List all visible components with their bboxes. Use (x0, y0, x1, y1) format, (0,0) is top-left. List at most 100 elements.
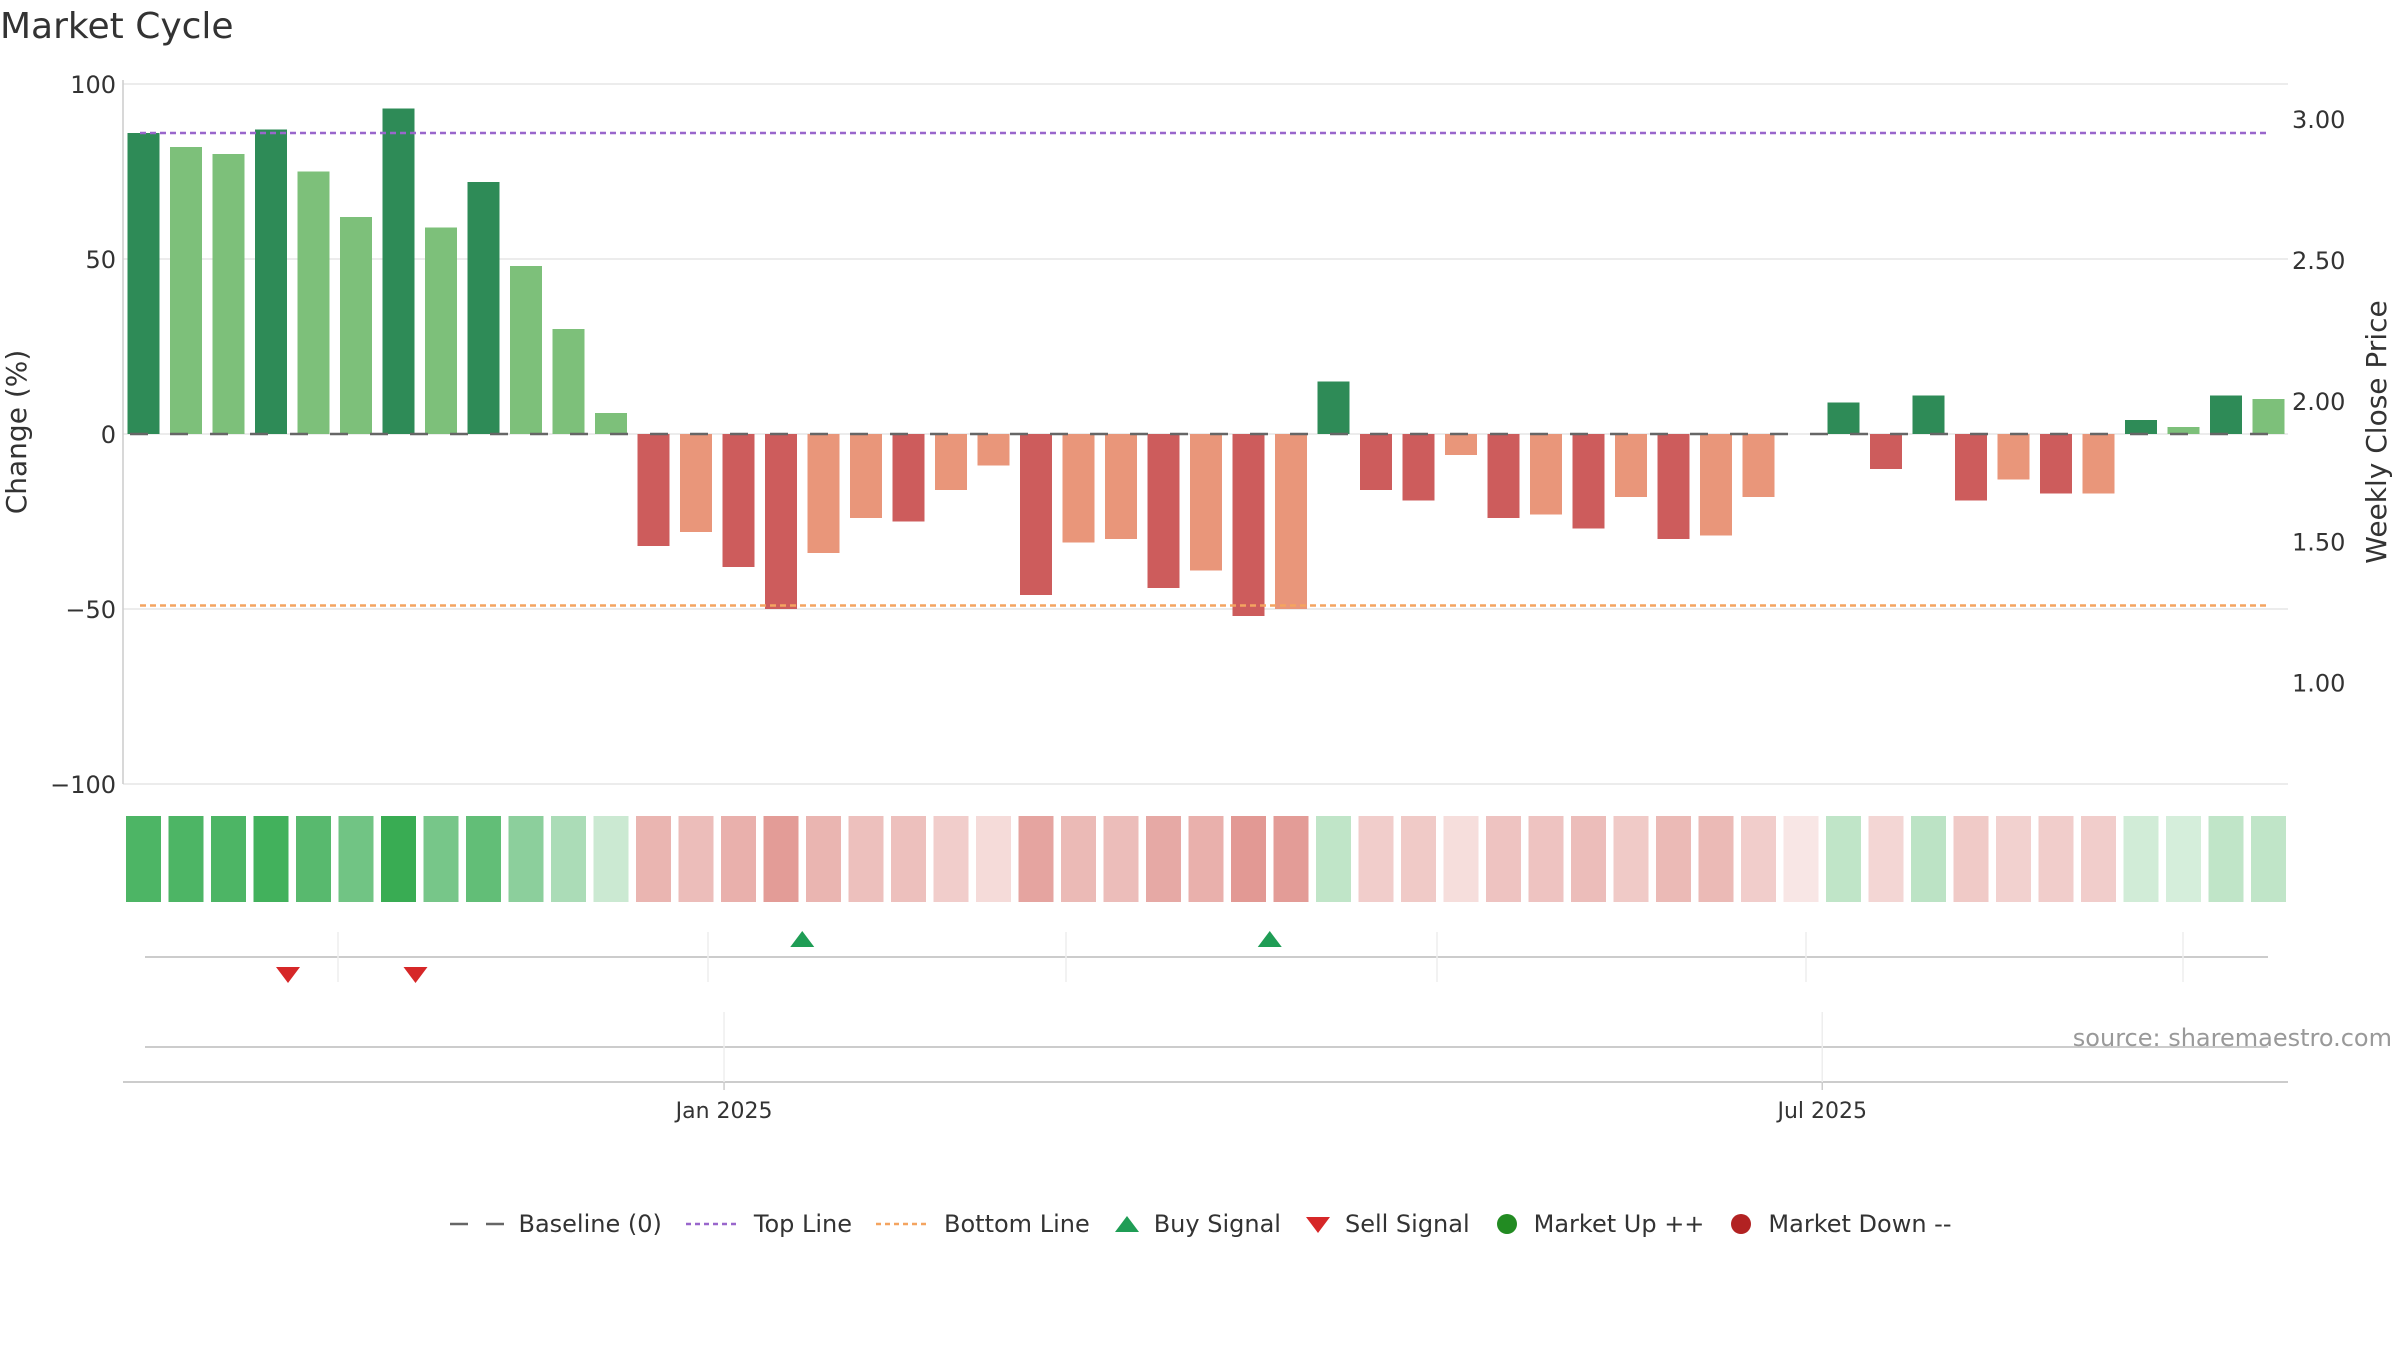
sell-signal-marker (403, 967, 428, 983)
heat-cell (1316, 816, 1351, 902)
bar (2082, 434, 2115, 494)
heat-cell (1018, 816, 1054, 902)
legend-item: Bottom Line (874, 1210, 1090, 1238)
legend-item: Buy Signal (1112, 1210, 1281, 1238)
y2-tick-label: 3.00 (2292, 106, 2345, 134)
y2-tick-label: 2.00 (2292, 388, 2345, 416)
heat-cell (1061, 816, 1096, 902)
heat-cell (381, 816, 416, 902)
heat-cell (1188, 816, 1224, 902)
heat-cell (1698, 816, 1734, 902)
y-tick-label: 100 (70, 71, 116, 99)
bar (680, 434, 712, 532)
legend-label: Bottom Line (944, 1210, 1090, 1238)
heat-cell (2038, 816, 2074, 902)
heat-cell (1443, 816, 1479, 902)
bar (510, 266, 542, 434)
bar (850, 434, 882, 518)
heat-cell (1103, 816, 1139, 902)
bar (2167, 427, 2200, 434)
bar (255, 129, 287, 434)
heat-cell (1953, 816, 1989, 902)
bar (297, 171, 330, 434)
y2-tick-label: 1.50 (2292, 529, 2345, 557)
legend-item: Market Up ++ (1492, 1210, 1705, 1238)
heat-cell (1401, 816, 1436, 902)
bar (1700, 434, 1732, 536)
bar (425, 227, 457, 434)
legend-swatch (450, 1222, 505, 1226)
legend-label: Sell Signal (1344, 1210, 1470, 1238)
legend-label: Market Down -- (1768, 1210, 1952, 1238)
heat-cell (848, 816, 884, 902)
bar (595, 413, 627, 434)
bar (382, 108, 415, 434)
sell-signal-marker (276, 967, 300, 983)
heat-cell (1528, 816, 1564, 902)
heat-cell (296, 816, 331, 902)
chart-title: Market Cycle (0, 6, 234, 47)
signal-panel (145, 931, 2268, 983)
heat-cell (253, 816, 289, 902)
bar (2040, 434, 2072, 494)
heat-cell (1656, 816, 1691, 902)
y-tick-label: 0 (101, 421, 116, 449)
heat-cell (976, 816, 1011, 902)
bar (1402, 434, 1435, 501)
legend-swatch (1305, 1217, 1330, 1233)
heat-cell (891, 816, 926, 902)
bar (2125, 420, 2157, 434)
bar (1062, 434, 1095, 543)
heat-cell (1911, 816, 1946, 902)
bar (1360, 434, 1392, 490)
bar (1955, 434, 1987, 501)
y-tick-label: 50 (85, 246, 116, 274)
bar (892, 434, 925, 522)
heat-cell (1571, 816, 1606, 902)
legend-swatch (1731, 1214, 1752, 1234)
legend-swatch (876, 1222, 931, 1226)
legend-swatch (685, 1222, 740, 1226)
bar (1487, 434, 1520, 518)
bar (340, 217, 372, 434)
bar (1997, 434, 2030, 480)
legend-item: Market Down -- (1726, 1210, 1952, 1238)
y2-tick-label: 2.50 (2292, 247, 2345, 275)
bar (1572, 434, 1605, 529)
legend: Baseline (0) Top Line Bottom Line Buy Signa… (0, 1210, 2400, 1238)
heat-cell (1741, 816, 1776, 902)
legend-label: Top Line (753, 1210, 853, 1238)
reference-lines (130, 131, 2285, 607)
heat-cell (126, 816, 161, 902)
heat-cell (721, 816, 756, 902)
legend-label: Market Up ++ (1533, 1210, 1705, 1238)
heat-cell (1996, 816, 2031, 902)
legend-label: Buy Signal (1153, 1210, 1281, 1238)
bar (765, 434, 797, 609)
legend-swatch (1496, 1214, 1517, 1234)
legend-label: Baseline (0) (518, 1210, 662, 1238)
heat-cell (933, 816, 969, 902)
heat-cell (168, 816, 204, 902)
buy-signal-marker (1257, 931, 1282, 947)
heat-cell (763, 816, 799, 902)
bar (1827, 402, 1860, 434)
heat-cell (678, 816, 714, 902)
heat-cell (2251, 816, 2286, 902)
legend-item: Sell Signal (1303, 1210, 1470, 1238)
bar (1445, 434, 1477, 455)
bar (127, 133, 160, 434)
bar (1232, 434, 1265, 616)
heat-cell (466, 816, 501, 902)
heat-strip (126, 816, 2286, 902)
bottom-panel: Jan 2025 Jul 2025 (123, 1012, 2288, 1124)
y-axis-label: Change (%) (0, 350, 33, 515)
heat-cell (1613, 816, 1649, 902)
source-note: source: sharemaestro.com (2073, 1024, 2392, 1052)
heat-cell (508, 816, 544, 902)
bar (170, 147, 202, 434)
bars-layer (127, 108, 2285, 616)
axes-layer: 100 50 0 −50 −100 3.00 2.50 2.00 1.50 1.00 (50, 71, 2345, 799)
heat-cell (1358, 816, 1394, 902)
